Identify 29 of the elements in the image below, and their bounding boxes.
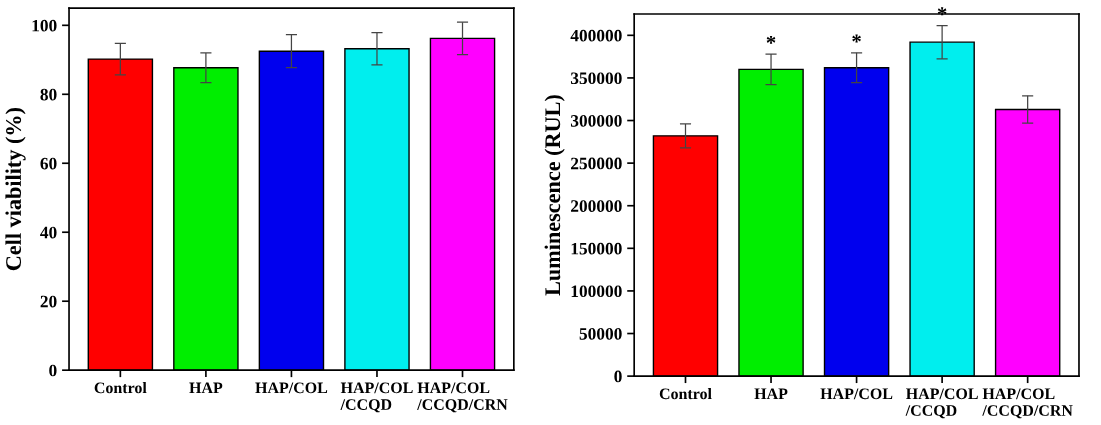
y-tick-label: 400000 <box>570 29 622 42</box>
y-tick-label: 0 <box>614 370 622 383</box>
x-tick-label: HAP/COL <box>820 388 893 400</box>
y-axis-title: Cell viability (%) <box>5 108 26 271</box>
y-tick-label: 300000 <box>570 115 622 127</box>
y-tick-label: 20 <box>40 295 57 308</box>
y-tick-label: 40 <box>40 226 57 239</box>
y-tick-label: 150000 <box>571 242 622 255</box>
x-tick-label: HAP/COL /CCQD/CRN <box>982 388 1073 419</box>
y-tick-label: 350000 <box>570 72 622 85</box>
y-tick-label: 100000 <box>571 285 622 298</box>
x-tick-label: HAP/COL /CCQD/CRN <box>417 382 508 413</box>
x-tick-label: HAP <box>189 382 223 394</box>
y-tick-label: 0 <box>49 364 57 377</box>
x-tick-label: HAP/COL /CCQD <box>340 382 413 413</box>
x-tick-label: Control <box>94 381 147 394</box>
y-tick-label: 100 <box>32 19 57 32</box>
x-tick-label: HAP/COL <box>255 382 328 394</box>
y-tick-label: 200000 <box>571 200 622 212</box>
y-tick-label: 80 <box>40 88 57 101</box>
y-axis-title: Luminescence (RUL) <box>544 95 565 296</box>
annotation: * <box>852 34 861 43</box>
x-tick-label: Control <box>659 387 712 400</box>
y-tick-label: 50000 <box>579 328 622 340</box>
annotation: * <box>766 35 776 44</box>
y-tick-label: 250000 <box>571 157 622 170</box>
y-tick-label: 60 <box>40 157 57 170</box>
x-tick-label: HAP <box>754 388 788 400</box>
x-tick-label: HAP/COL /CCQD <box>905 388 978 419</box>
